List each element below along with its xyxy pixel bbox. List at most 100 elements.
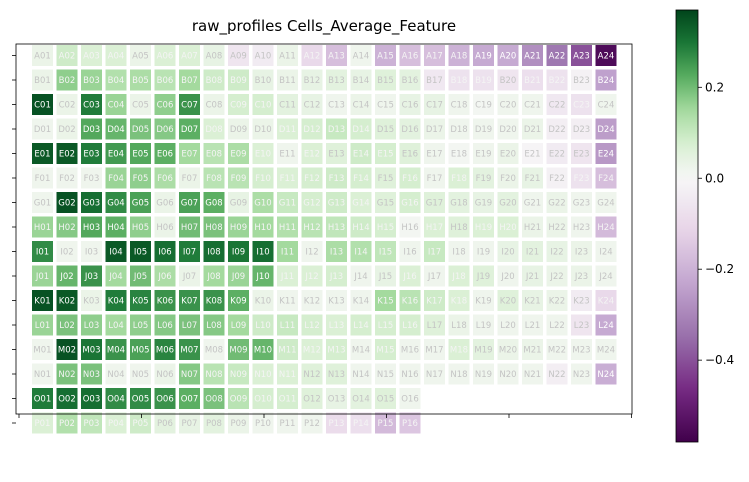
- heatmap-cell-label: N01: [34, 370, 51, 380]
- heatmap-cell: [130, 94, 151, 115]
- heatmap-cell: [301, 216, 323, 238]
- heatmap-cell: [350, 45, 372, 66]
- heatmap-cell: [595, 192, 617, 213]
- heatmap-cell-label: P12: [304, 419, 320, 429]
- heatmap-cell: [130, 314, 151, 336]
- heatmap-cell-label: D03: [83, 125, 100, 135]
- heatmap-cell: [473, 265, 494, 287]
- heatmap-cell-label: E15: [377, 150, 393, 160]
- heatmap-cell: [326, 339, 347, 360]
- heatmap-cell-label: H17: [426, 223, 443, 233]
- heatmap-cell: [448, 45, 470, 66]
- heatmap-cell-label: G14: [352, 199, 369, 209]
- heatmap-cell: [154, 388, 176, 409]
- heatmap-cell-label: G07: [181, 199, 198, 209]
- heatmap-cell-label: E23: [573, 150, 589, 160]
- heatmap-cell: [595, 69, 617, 91]
- heatmap-cell: [399, 45, 421, 66]
- heatmap-cell: [497, 94, 519, 115]
- heatmap-cell-label: F06: [157, 174, 173, 184]
- heatmap-cell-label: H03: [83, 223, 100, 233]
- heatmap-cell: [32, 118, 53, 140]
- heatmap-cell-label: C09: [230, 101, 247, 111]
- heatmap-cell: [326, 241, 347, 262]
- heatmap-cell: [326, 363, 347, 385]
- chart-title: raw_profiles Cells_Average_Feature: [192, 17, 456, 36]
- heatmap-cell: [448, 339, 470, 360]
- heatmap-cell-label: G12: [303, 199, 320, 209]
- heatmap-cell: [203, 118, 225, 140]
- heatmap-cell-label: K10: [255, 297, 271, 307]
- heatmap-cell: [473, 192, 494, 213]
- heatmap-cell-label: I24: [599, 248, 612, 258]
- heatmap-cell-label: N23: [573, 370, 590, 380]
- heatmap-cell-label: E07: [181, 150, 197, 160]
- heatmap-cell-label: D14: [352, 125, 369, 135]
- heatmap-cell: [228, 241, 249, 262]
- heatmap-cell: [32, 388, 53, 409]
- heatmap-cell-label: J11: [280, 272, 294, 282]
- heatmap-cell-label: O08: [205, 395, 223, 405]
- heatmap-cell: [277, 363, 298, 385]
- heatmap-cell: [32, 167, 53, 189]
- heatmap-cell-label: A17: [426, 52, 443, 62]
- heatmap-cell-label: J09: [231, 272, 245, 282]
- heatmap-cell-label: E11: [279, 150, 295, 160]
- heatmap-cell: [277, 388, 298, 409]
- heatmap-cell-label: N07: [181, 370, 198, 380]
- heatmap-cell: [32, 45, 53, 66]
- heatmap-cell-label: L21: [525, 321, 541, 331]
- heatmap-cell-label: K02: [59, 297, 75, 307]
- heatmap-cell: [448, 94, 470, 115]
- heatmap-cell: [522, 143, 543, 164]
- heatmap-cell: [448, 143, 470, 164]
- heatmap-cell: [203, 45, 225, 66]
- heatmap-cell: [179, 45, 200, 66]
- heatmap-cell: [154, 265, 176, 287]
- heatmap-cell: [350, 314, 372, 336]
- heatmap-cell: [424, 363, 445, 385]
- heatmap-cell-label: J02: [59, 272, 73, 282]
- heatmap-cell-label: P06: [157, 419, 173, 429]
- colorbar-ticks: 0.2 0.0 −0.2 −0.4: [698, 80, 734, 367]
- heatmap-cell: [350, 216, 372, 238]
- heatmap-cell: [179, 143, 200, 164]
- heatmap-cell: [399, 94, 421, 115]
- heatmap-cell: [203, 290, 225, 311]
- heatmap-cell-label: N02: [58, 370, 75, 380]
- heatmap-cell: [56, 167, 78, 189]
- heatmap-cell: [81, 388, 102, 409]
- heatmap-cell: [301, 363, 323, 385]
- heatmap-cell: [546, 118, 568, 140]
- heatmap-cell-label: O09: [230, 395, 248, 405]
- heatmap-cell: [399, 412, 421, 434]
- heatmap-cell-label: B13: [328, 76, 345, 86]
- heatmap-cell: [595, 314, 617, 336]
- heatmap-cell-label: B22: [549, 76, 566, 86]
- heatmap-cell: [571, 143, 592, 164]
- heatmap-cell: [399, 314, 421, 336]
- heatmap-cell-label: D21: [524, 125, 541, 135]
- heatmap-cell-label: B14: [353, 76, 370, 86]
- heatmap-cell: [350, 290, 372, 311]
- heatmap-cell-label: O01: [34, 395, 52, 405]
- heatmap-cell-label: E17: [426, 150, 442, 160]
- heatmap-cell: [546, 290, 568, 311]
- heatmap-cell: [228, 118, 249, 140]
- heatmap-cell-label: O05: [132, 395, 150, 405]
- heatmap-cell: [595, 241, 617, 262]
- heatmap-cell: [375, 388, 396, 409]
- heatmap-cell-label: I07: [183, 248, 196, 258]
- heatmap-cell-label: H02: [58, 223, 75, 233]
- heatmap-cell-label: L22: [549, 321, 565, 331]
- heatmap-cell-label: F14: [353, 174, 369, 184]
- heatmap-cell-label: L11: [280, 321, 296, 331]
- heatmap-cell-label: A05: [132, 52, 149, 62]
- heatmap-cell: [154, 118, 176, 140]
- heatmap-cell: [473, 118, 494, 140]
- heatmap-cell: [546, 143, 568, 164]
- heatmap-cell: [277, 192, 298, 213]
- heatmap-cell: [277, 241, 298, 262]
- heatmap-cell: [497, 69, 519, 91]
- heatmap-cell-label: C20: [500, 101, 517, 111]
